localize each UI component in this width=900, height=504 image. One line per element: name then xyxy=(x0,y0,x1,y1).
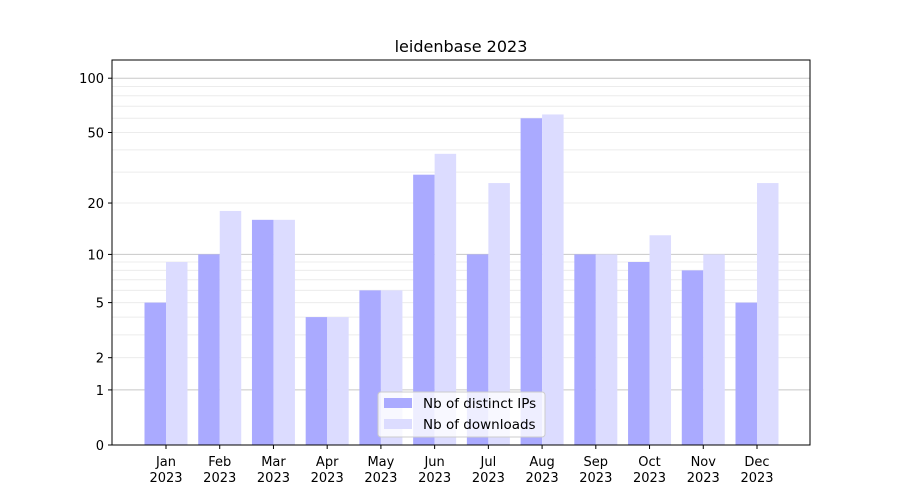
y-tick-label: 0 xyxy=(96,439,104,454)
y-tick-label: 50 xyxy=(87,127,104,142)
bar-downloads xyxy=(327,317,349,445)
y-tick-label: 100 xyxy=(79,72,104,87)
chart-title: leidenbase 2023 xyxy=(395,37,528,56)
bar-downloads xyxy=(488,183,510,445)
bar-distinct-ips xyxy=(305,317,328,445)
y-tick-label: 1 xyxy=(96,384,104,399)
bar-downloads xyxy=(166,261,188,445)
bar-distinct-ips xyxy=(520,118,543,445)
bar-distinct-ips xyxy=(735,302,757,445)
x-tick-label: May 2023 xyxy=(364,455,397,486)
bar-downloads xyxy=(542,114,564,445)
bar-distinct-ips xyxy=(251,219,274,445)
bar-distinct-ips xyxy=(413,174,435,445)
bar-distinct-ips xyxy=(359,290,381,445)
plot-frame xyxy=(111,59,811,446)
bar-distinct-ips xyxy=(144,302,166,445)
x-tick-label: Sep 2023 xyxy=(579,455,612,486)
bar-downloads xyxy=(703,254,725,445)
x-tick-label: Mar 2023 xyxy=(257,455,290,486)
legend-swatch-ips xyxy=(384,398,412,408)
bar-downloads xyxy=(219,210,242,445)
y-tick-label: 5 xyxy=(96,297,104,312)
bar-downloads xyxy=(757,183,779,445)
legend-box xyxy=(377,391,546,438)
legend-swatch-downloads xyxy=(384,419,412,429)
bar-downloads xyxy=(434,153,457,445)
bar-downloads xyxy=(273,219,295,445)
y-tick-label: 2 xyxy=(96,352,104,367)
x-tick-label: Oct 2023 xyxy=(633,455,666,486)
x-tick-label: Jul 2023 xyxy=(472,455,505,486)
bar-distinct-ips xyxy=(574,254,596,445)
x-tick-label: Nov 2023 xyxy=(687,455,720,486)
bars xyxy=(144,114,779,445)
y-tick-label: 10 xyxy=(87,248,104,263)
y-axis: 0 1 2 5 10 20 50 100 xyxy=(79,72,112,454)
bar-distinct-ips xyxy=(198,254,220,445)
bar-downloads xyxy=(595,254,618,445)
x-tick-label: Feb 2023 xyxy=(203,455,236,486)
x-tick-label: Aug 2023 xyxy=(526,455,559,486)
bar-downloads xyxy=(649,235,672,445)
legend-label-downloads: Nb of downloads xyxy=(423,417,536,433)
y-tick-label: 20 xyxy=(87,197,104,212)
bar-distinct-ips xyxy=(681,270,704,445)
x-axis: Jan 2023 Feb 2023 Mar 2023 Apr 2023 May 2023 Jun 20… xyxy=(149,445,774,486)
x-tick-label: Dec 2023 xyxy=(740,455,773,486)
legend: Nb of distinct IPs Nb of downloads xyxy=(377,391,546,438)
x-tick-label: Jan 2023 xyxy=(149,455,182,486)
x-tick-label: Jun 2023 xyxy=(418,455,451,486)
legend-label-ips: Nb of distinct IPs xyxy=(423,396,536,412)
x-tick-label: Apr 2023 xyxy=(311,455,344,486)
bar-distinct-ips xyxy=(628,261,650,445)
